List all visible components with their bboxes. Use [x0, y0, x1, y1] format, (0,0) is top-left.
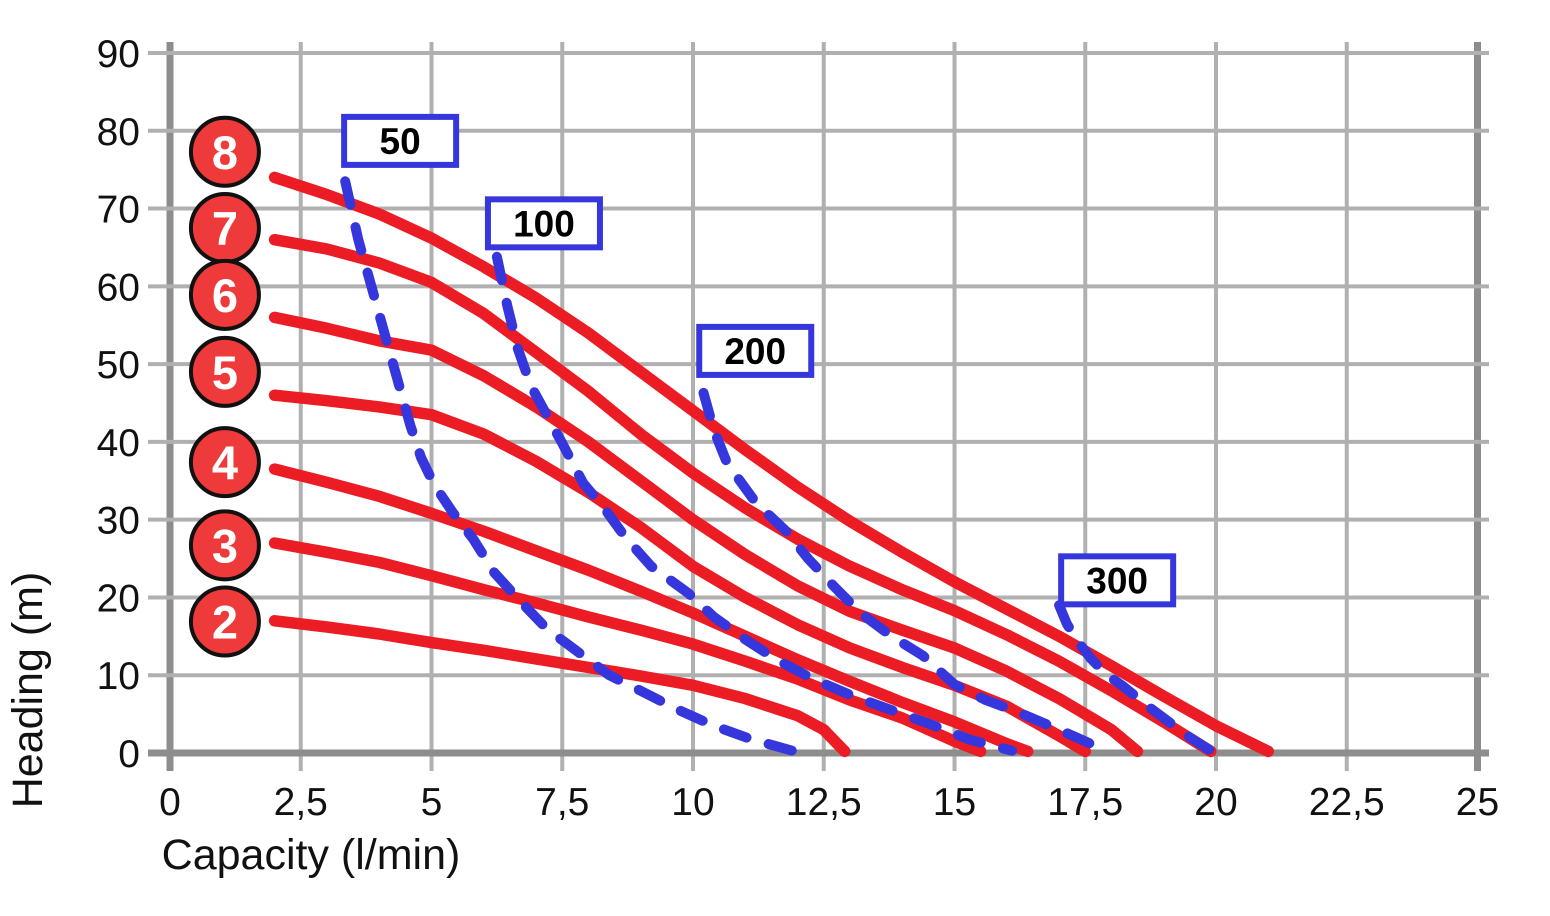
flow-label-box-300 [1058, 553, 1177, 608]
curve-badge-6 [188, 258, 261, 331]
x-tick-label-17,5: 17,5 [1047, 781, 1123, 824]
y-tick-label-80: 80 [97, 111, 140, 154]
x-tick-label-10: 10 [671, 781, 714, 824]
flow-label-text-100: 100 [513, 203, 575, 244]
curve-4 [268, 463, 1034, 758]
y-tick-label-40: 40 [97, 422, 140, 465]
x-tick-label-15: 15 [933, 781, 976, 824]
curve-5 [268, 389, 1092, 758]
curve-2 [268, 615, 851, 758]
y-tick-label-30: 30 [97, 500, 140, 543]
y-tick-label-70: 70 [97, 189, 140, 232]
flow-curves [340, 176, 1216, 756]
y-axis-title: Heading (m) [4, 572, 52, 809]
curve-6 [268, 311, 1144, 758]
curve-200 [698, 387, 1112, 756]
flow-label-text-50: 50 [380, 121, 421, 162]
x-tick-label-2,5: 2,5 [274, 781, 328, 824]
flow-label-box-50 [341, 113, 460, 168]
curve-300 [1054, 600, 1216, 756]
curve-badge-label-6: 6 [212, 269, 238, 322]
x-tick-label-25: 25 [1456, 781, 1499, 824]
flow-label-text-200: 200 [724, 331, 786, 372]
flow-label-box-200 [696, 323, 815, 378]
curve-badge-label-4: 4 [212, 436, 238, 489]
curve-7 [268, 233, 1217, 758]
curve-badge-8 [188, 115, 261, 188]
curve-50 [340, 176, 798, 756]
curve-badge-label-8: 8 [212, 126, 238, 179]
x-tick-label-5: 5 [421, 781, 443, 824]
curve-8 [268, 171, 1275, 758]
x-tick-label-7,5: 7,5 [535, 781, 589, 824]
tick-labels: 0 2,5 5 7,5 10 12,5 15 17,5 20 22,5 25010203040506… [97, 33, 1500, 824]
y-tick-label-50: 50 [97, 344, 140, 387]
curve-badge-4 [188, 426, 261, 499]
x-tick-label-22,5: 22,5 [1309, 781, 1385, 824]
y-tick-label-20: 20 [97, 577, 140, 620]
y-tick-label-90: 90 [97, 33, 140, 76]
y-tick-label-60: 60 [97, 266, 140, 309]
flow-label-text-300: 300 [1086, 560, 1148, 601]
curve-badge-label-3: 3 [212, 519, 238, 572]
flow-label-box-100 [484, 196, 603, 251]
x-tick-label-12,5: 12,5 [786, 781, 862, 824]
x-tick-label-20: 20 [1194, 781, 1237, 824]
curve-badge-2 [188, 585, 261, 658]
curve-number-badges: 8 7 6 5 4 3 2 [188, 115, 261, 658]
curve-badge-label-7: 7 [212, 202, 238, 255]
x-tick-label-0: 0 [159, 781, 181, 824]
curve-badge-3 [188, 509, 261, 582]
curve-badge-label-2: 2 [212, 596, 238, 649]
x-axis-title: Capacity (l/min) [162, 831, 461, 879]
y-tick-label-10: 10 [97, 655, 140, 698]
curve-badge-label-5: 5 [212, 346, 238, 399]
curve-badge-5 [188, 335, 261, 408]
flow-label-boxes: 50 100 200 300 [341, 113, 1177, 608]
curve-100 [491, 251, 1017, 756]
y-tick-label-0: 0 [118, 733, 140, 776]
